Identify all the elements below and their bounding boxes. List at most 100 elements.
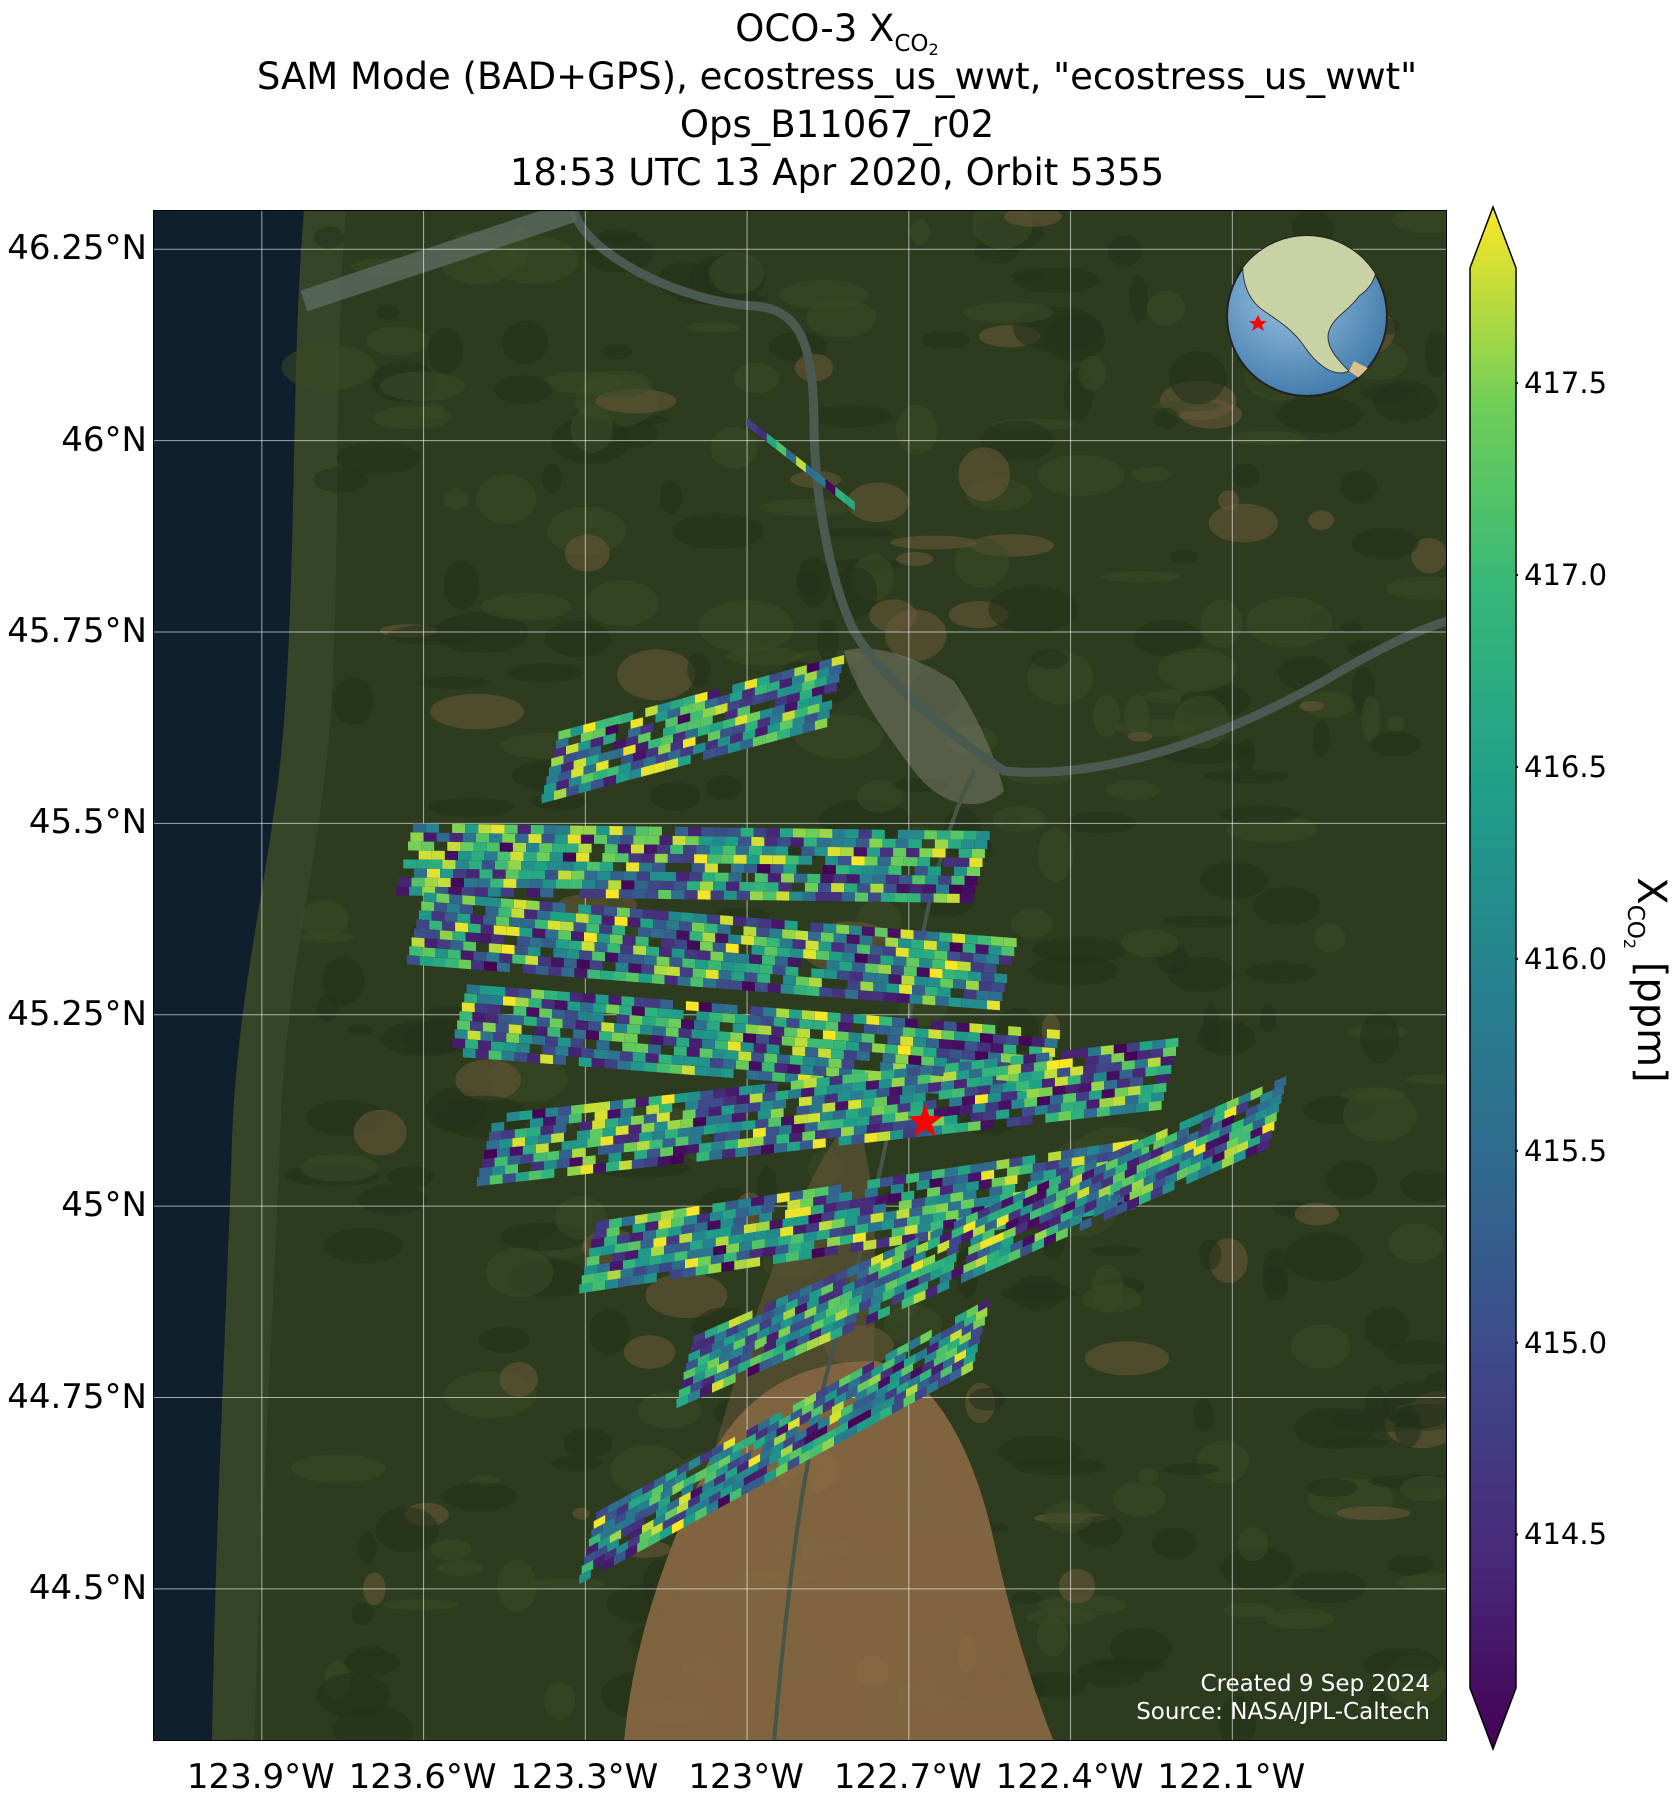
sounding-cell — [801, 846, 815, 856]
sounding-cell — [772, 855, 786, 865]
sounding-cell — [1165, 1131, 1178, 1147]
sounding-cell — [726, 1364, 739, 1379]
sounding-cell — [977, 1042, 991, 1053]
sounding-cell — [892, 1017, 906, 1028]
sounding-cell — [1026, 1088, 1040, 1099]
sounding-cell — [681, 912, 695, 923]
sounding-cell — [1222, 1154, 1234, 1169]
sounding-cell — [463, 941, 476, 952]
terrain-patch — [1131, 467, 1172, 483]
sounding-cell — [737, 1460, 749, 1476]
sounding-cell — [817, 1120, 831, 1131]
sounding-cell — [622, 826, 636, 836]
terrain-patch — [1247, 1672, 1264, 1688]
sounding-cell — [500, 887, 514, 897]
sounding-cell — [794, 1114, 808, 1125]
sounding-cell — [675, 1136, 689, 1147]
sounding-cell — [757, 1456, 770, 1472]
sounding-cell — [802, 1130, 816, 1142]
sounding-cell — [426, 929, 440, 940]
sounding-cell — [1008, 1064, 1021, 1075]
sounding-cell — [863, 1239, 877, 1251]
sounding-cell — [1165, 1171, 1177, 1186]
sounding-cell — [697, 1057, 711, 1068]
sounding-cell — [1236, 1100, 1249, 1115]
sounding-cell — [621, 1215, 635, 1227]
sounding-cell — [934, 1057, 948, 1068]
sounding-cell — [1127, 1196, 1139, 1211]
sounding-cell — [642, 1016, 656, 1027]
credit-created: Created 9 Sep 2024 — [1200, 1671, 1430, 1697]
sounding-cell — [861, 1289, 874, 1304]
sounding-cell — [1052, 1085, 1066, 1096]
sounding-cell — [896, 1208, 910, 1220]
sounding-cell — [567, 1165, 581, 1177]
sounding-cell — [849, 971, 863, 982]
terrain-patch — [501, 320, 549, 365]
sounding-cell — [696, 1011, 710, 1022]
sounding-cell — [550, 911, 563, 922]
sounding-cell — [508, 860, 522, 870]
sounding-cell — [707, 1356, 720, 1371]
sounding-cell — [1105, 1157, 1118, 1173]
terrain-patch — [376, 304, 399, 320]
sounding-cell — [518, 870, 532, 880]
sounding-cell — [1110, 1179, 1123, 1194]
sounding-cell — [890, 1129, 904, 1141]
sounding-cell — [746, 854, 760, 865]
sounding-cell — [953, 979, 966, 990]
sounding-cell — [491, 1121, 505, 1133]
sounding-cell — [825, 478, 836, 496]
sounding-cell — [725, 943, 739, 954]
sounding-cell — [810, 922, 824, 933]
sounding-cell — [698, 836, 712, 846]
sounding-cell — [717, 1031, 731, 1042]
terrain-patch — [1399, 1475, 1446, 1502]
sounding-cell — [1010, 1239, 1023, 1254]
sounding-cell — [1055, 1227, 1068, 1242]
sounding-cell — [535, 1143, 549, 1154]
sounding-cell — [697, 724, 711, 737]
terrain-patch — [436, 1095, 530, 1138]
sounding-cell — [843, 1050, 857, 1061]
sounding-cell — [778, 1452, 791, 1469]
sounding-cell — [975, 1094, 988, 1105]
terrain-patch — [760, 498, 857, 517]
sounding-cell — [952, 933, 966, 944]
sounding-cell — [653, 761, 666, 774]
sounding-cell — [683, 1512, 696, 1528]
sounding-cell — [1018, 1212, 1030, 1227]
sounding-cell — [970, 962, 984, 973]
sounding-cell — [669, 957, 683, 968]
latitude-label: 45.5°N — [28, 802, 147, 843]
sounding-cell — [633, 1265, 647, 1277]
sounding-cell — [854, 953, 868, 964]
sounding-cell — [462, 895, 476, 906]
sounding-cell — [576, 1129, 590, 1141]
sounding-cell — [965, 1251, 978, 1266]
sounding-cell — [637, 1498, 650, 1515]
sounding-cell — [541, 791, 554, 804]
sounding-cell — [664, 1243, 677, 1255]
sounding-cell — [784, 920, 798, 931]
sounding-cell — [731, 1112, 745, 1123]
sounding-cell — [676, 1241, 690, 1253]
terrain-patch — [1361, 695, 1381, 744]
sounding-cell — [514, 1128, 528, 1139]
sounding-cell — [946, 1243, 959, 1258]
sounding-cell — [473, 951, 487, 962]
sounding-cell — [869, 1372, 881, 1389]
sounding-cell — [466, 869, 480, 879]
sounding-cell — [964, 1313, 976, 1329]
sounding-cell — [710, 1058, 724, 1069]
sounding-cell — [620, 835, 634, 845]
sounding-cell — [775, 956, 788, 967]
sounding-cell — [1036, 1052, 1050, 1063]
sounding-cell — [703, 978, 717, 989]
sounding-cell — [427, 868, 441, 878]
sounding-cell — [668, 1018, 682, 1029]
sounding-cell — [940, 1184, 953, 1196]
sounding-cell — [888, 1192, 902, 1204]
sounding-cell — [787, 1455, 800, 1471]
sounding-cell — [929, 1332, 941, 1348]
